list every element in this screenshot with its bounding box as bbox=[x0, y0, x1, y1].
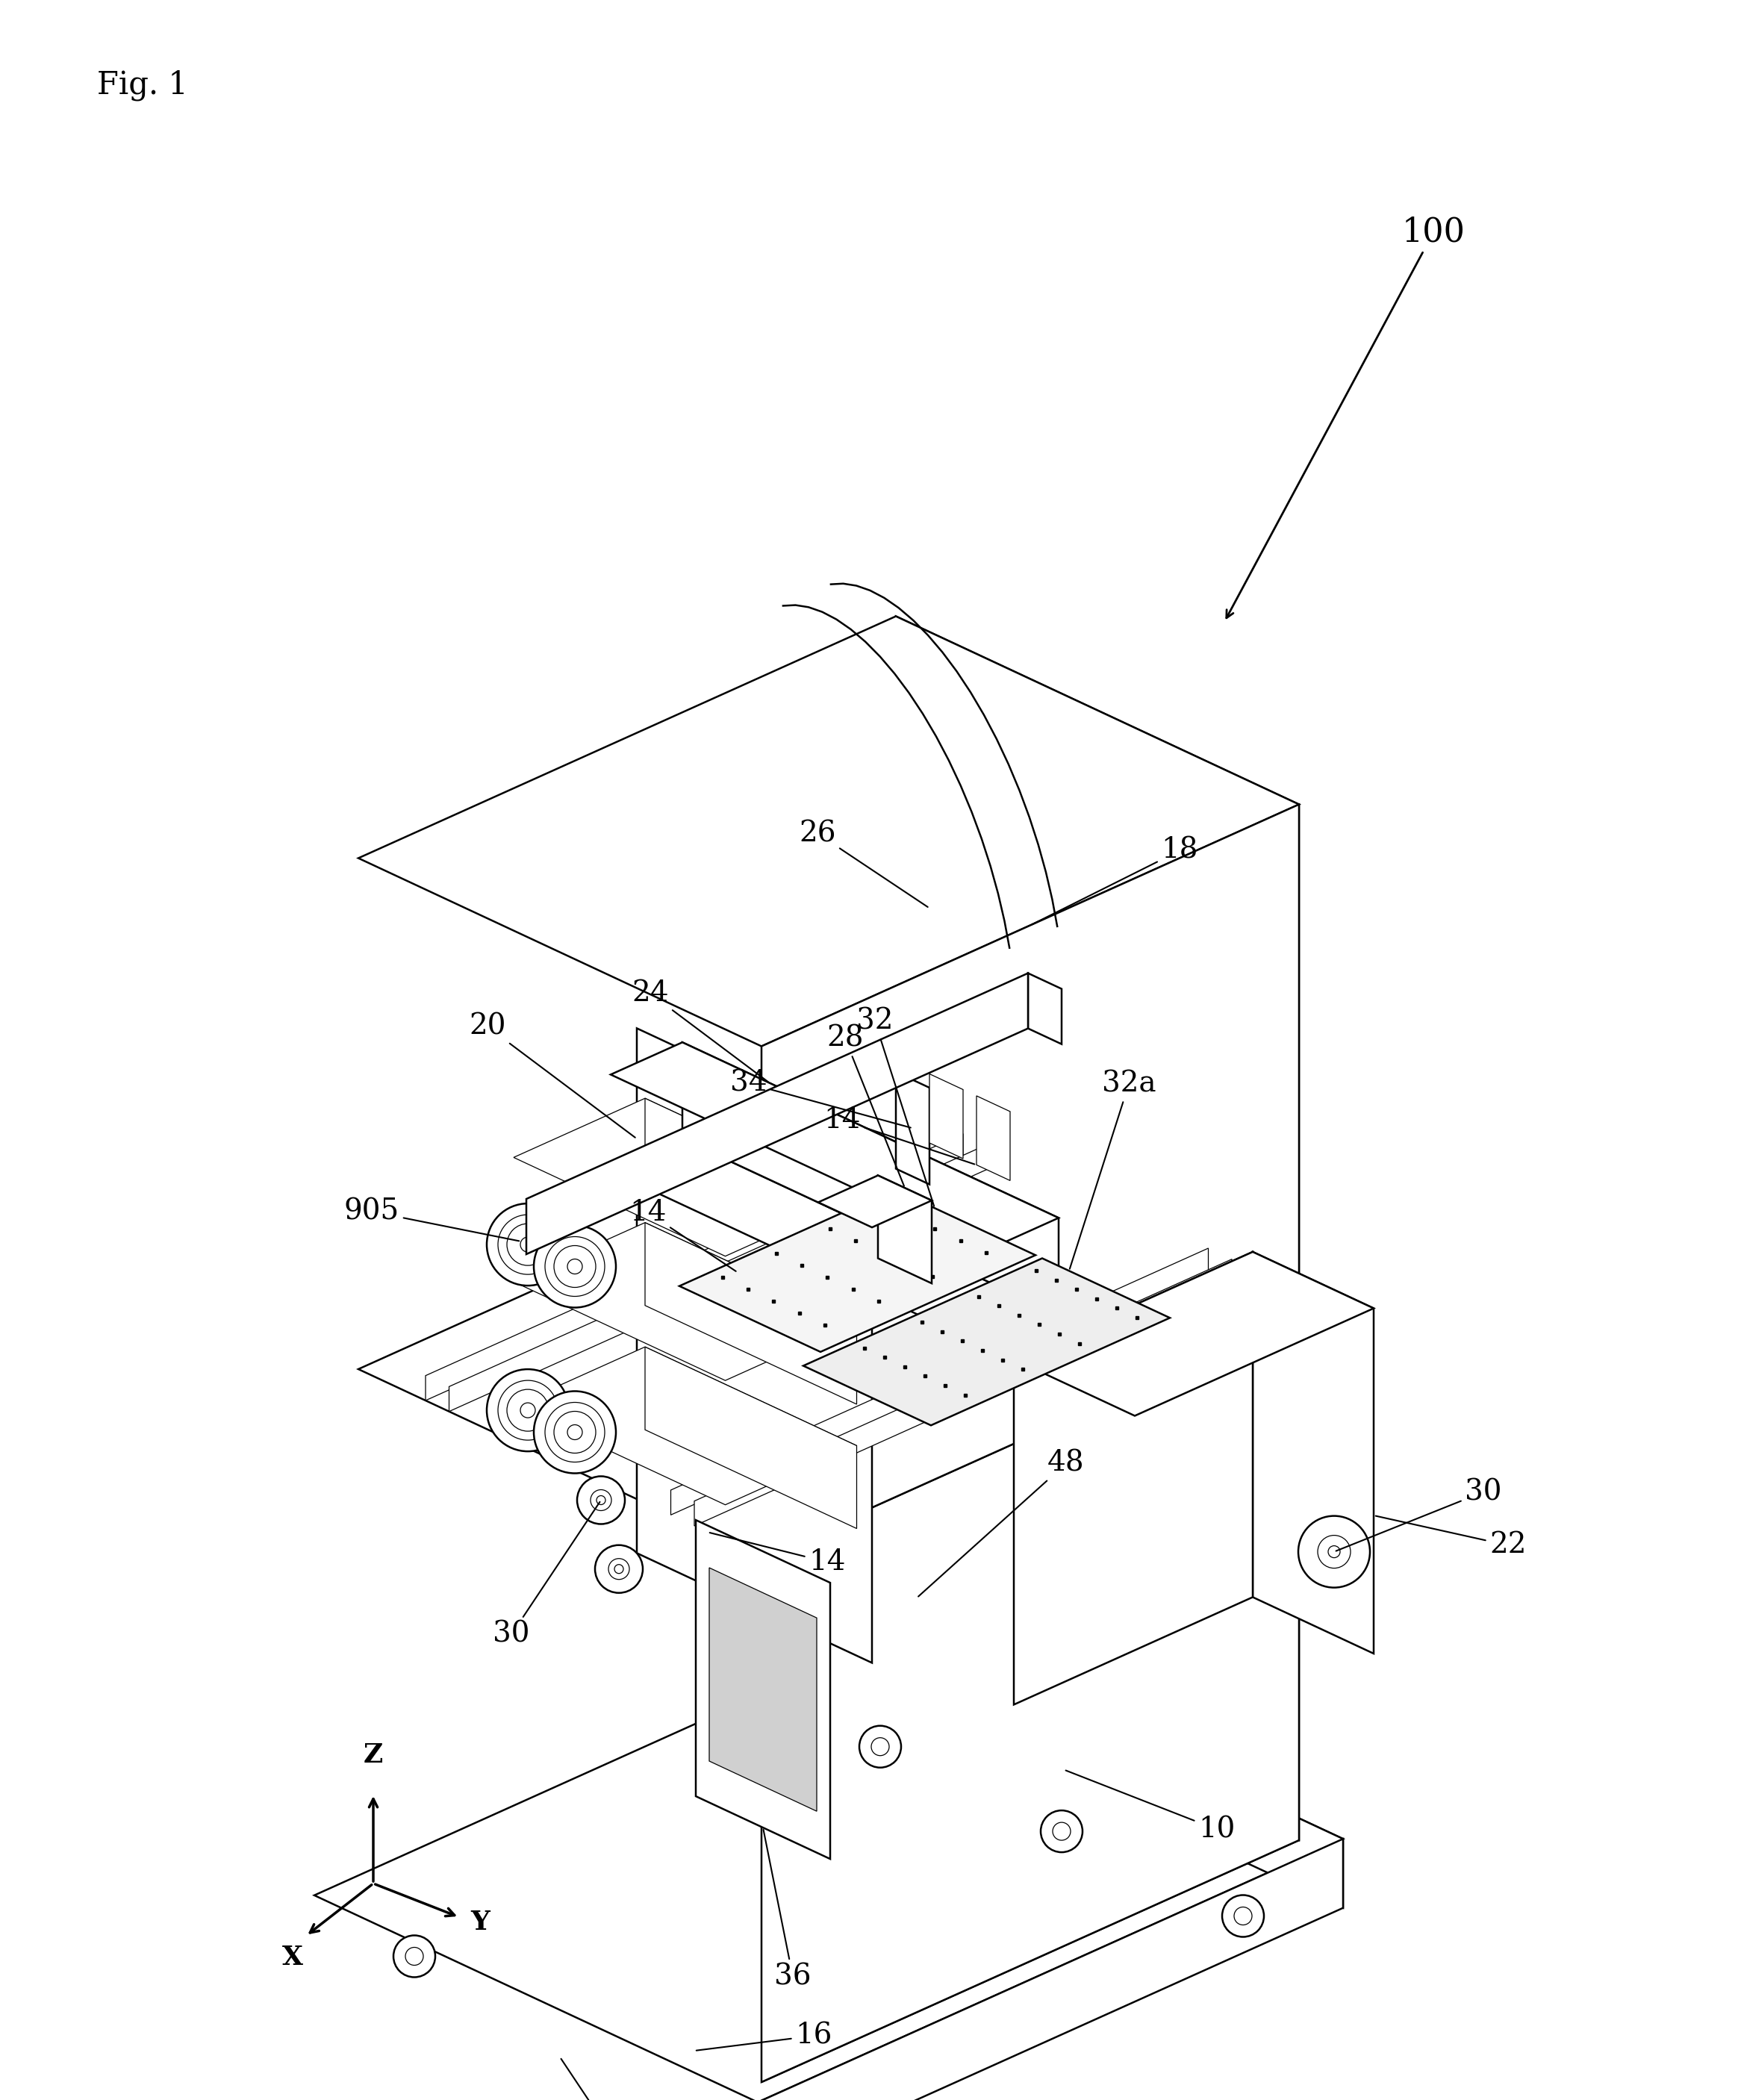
Polygon shape bbox=[527, 972, 1027, 1254]
Polygon shape bbox=[610, 1138, 1058, 1346]
Circle shape bbox=[859, 1726, 900, 1768]
Circle shape bbox=[567, 1260, 582, 1275]
Text: 24: 24 bbox=[631, 981, 768, 1082]
Circle shape bbox=[1298, 1516, 1370, 1588]
Text: 30: 30 bbox=[494, 1502, 600, 1648]
Circle shape bbox=[487, 1369, 568, 1451]
Circle shape bbox=[499, 1380, 558, 1441]
Polygon shape bbox=[895, 1128, 1298, 1840]
Polygon shape bbox=[671, 1247, 1208, 1514]
Text: 18: 18 bbox=[1032, 838, 1197, 924]
Text: Fig. 1: Fig. 1 bbox=[97, 69, 188, 101]
Polygon shape bbox=[448, 1144, 987, 1411]
Text: 14: 14 bbox=[824, 1107, 975, 1163]
Circle shape bbox=[534, 1390, 615, 1474]
Polygon shape bbox=[610, 1042, 1058, 1250]
Polygon shape bbox=[1253, 1252, 1373, 1653]
Polygon shape bbox=[758, 1840, 1343, 2100]
Circle shape bbox=[520, 1237, 535, 1252]
Text: 100: 100 bbox=[1227, 216, 1465, 617]
Text: Z: Z bbox=[363, 1743, 382, 1768]
Text: 905: 905 bbox=[344, 1197, 520, 1241]
Text: 14: 14 bbox=[709, 1533, 846, 1575]
Polygon shape bbox=[680, 1189, 1036, 1352]
Polygon shape bbox=[683, 1042, 1058, 1315]
Circle shape bbox=[615, 1564, 624, 1573]
Polygon shape bbox=[315, 1632, 1343, 2100]
Circle shape bbox=[546, 1237, 605, 1296]
Text: 10: 10 bbox=[1065, 1770, 1236, 1844]
Polygon shape bbox=[1013, 1252, 1373, 1415]
Polygon shape bbox=[645, 1346, 857, 1529]
Circle shape bbox=[405, 1947, 424, 1966]
Circle shape bbox=[567, 1424, 582, 1441]
Circle shape bbox=[594, 1546, 643, 1594]
Circle shape bbox=[534, 1226, 615, 1308]
Text: 16: 16 bbox=[697, 2022, 833, 2050]
Polygon shape bbox=[895, 1071, 930, 1184]
Text: Y: Y bbox=[471, 1909, 490, 1934]
Polygon shape bbox=[930, 1073, 963, 1159]
Polygon shape bbox=[636, 1029, 872, 1663]
Polygon shape bbox=[645, 1098, 857, 1279]
Polygon shape bbox=[695, 1520, 831, 1859]
Polygon shape bbox=[426, 1134, 963, 1401]
Text: X: X bbox=[282, 1945, 302, 1970]
Text: 28: 28 bbox=[827, 1025, 904, 1186]
Polygon shape bbox=[514, 1222, 857, 1380]
Text: 20: 20 bbox=[469, 1012, 634, 1138]
Circle shape bbox=[591, 1489, 612, 1510]
Text: 36: 36 bbox=[763, 1829, 812, 1991]
Polygon shape bbox=[819, 1176, 932, 1226]
Text: 12: 12 bbox=[561, 2058, 638, 2100]
Polygon shape bbox=[358, 1128, 1298, 1558]
Polygon shape bbox=[803, 1258, 1170, 1426]
Circle shape bbox=[1053, 1823, 1071, 1840]
Circle shape bbox=[487, 1203, 568, 1285]
Text: 30: 30 bbox=[1337, 1478, 1502, 1552]
Polygon shape bbox=[709, 1569, 817, 1810]
Text: 32: 32 bbox=[857, 1008, 933, 1205]
Circle shape bbox=[608, 1558, 629, 1579]
Polygon shape bbox=[693, 1260, 1232, 1527]
Circle shape bbox=[1328, 1546, 1340, 1558]
Circle shape bbox=[507, 1390, 549, 1432]
Text: 48: 48 bbox=[918, 1449, 1085, 1596]
Circle shape bbox=[1041, 1810, 1083, 1852]
Circle shape bbox=[499, 1214, 558, 1275]
Polygon shape bbox=[1027, 972, 1062, 1044]
Text: 34: 34 bbox=[730, 1069, 911, 1128]
Polygon shape bbox=[900, 1632, 1343, 1909]
Circle shape bbox=[1317, 1535, 1350, 1569]
Polygon shape bbox=[977, 1096, 1010, 1180]
Polygon shape bbox=[761, 1315, 1298, 2081]
Polygon shape bbox=[895, 615, 1298, 1315]
Circle shape bbox=[596, 1495, 605, 1504]
Circle shape bbox=[1234, 1907, 1251, 1926]
Polygon shape bbox=[514, 1098, 857, 1256]
Circle shape bbox=[577, 1476, 626, 1525]
Circle shape bbox=[507, 1224, 549, 1266]
Circle shape bbox=[520, 1403, 535, 1418]
Polygon shape bbox=[645, 1222, 857, 1405]
Circle shape bbox=[393, 1936, 434, 1978]
Polygon shape bbox=[514, 1346, 857, 1506]
Text: 26: 26 bbox=[799, 819, 928, 907]
Text: 32a: 32a bbox=[1069, 1071, 1156, 1268]
Polygon shape bbox=[878, 1176, 932, 1283]
Circle shape bbox=[554, 1245, 596, 1287]
Polygon shape bbox=[1013, 1252, 1253, 1705]
Circle shape bbox=[1222, 1894, 1264, 1936]
Text: 14: 14 bbox=[629, 1199, 735, 1270]
Circle shape bbox=[871, 1737, 890, 1756]
Polygon shape bbox=[761, 1840, 1298, 2081]
Polygon shape bbox=[358, 615, 1298, 1046]
Text: 22: 22 bbox=[1376, 1516, 1526, 1558]
Polygon shape bbox=[761, 804, 1298, 1558]
Circle shape bbox=[546, 1403, 605, 1462]
Circle shape bbox=[554, 1411, 596, 1453]
